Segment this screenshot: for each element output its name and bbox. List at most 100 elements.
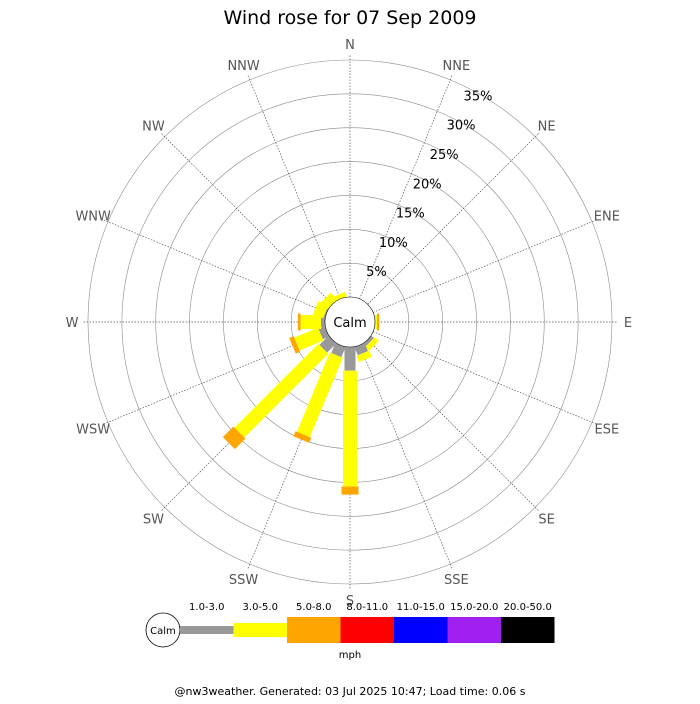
ring-label-5: 25% [430,148,459,163]
bar-s-bin-3 [341,486,359,495]
legend-swatch-4 [340,617,394,643]
bar-segment-se-1 [363,335,374,346]
ring-labels: 5% 10% 15% 20% 25% 30% 35% [366,89,492,280]
bar-segment-s-2 [343,370,357,487]
spoke-se [367,339,540,512]
legend-unit-label: mph [339,650,361,661]
bar-wsw-bin-3 [289,336,301,354]
bar-segment-ssw-2 [296,352,343,438]
calm-circle [324,296,376,348]
direction-label-nne: NNE [443,59,471,74]
bar-segment-ssw-1 [331,342,346,358]
ring-label-1: 5% [366,265,387,280]
bar-wsw-bin-2 [294,327,324,351]
bar-segment-sse-1 [354,342,369,356]
spoke-nnw [247,75,341,300]
legend-range-6: 15.0-20.0 [450,602,498,613]
bar-s-bin-2 [343,370,357,487]
bar-nnw-bin-2 [332,291,347,302]
legend-swatch-2 [233,623,287,637]
direction-label-e: E [624,316,632,331]
bar-segment-wnw-1 [323,306,330,318]
direction-label-s: S [346,594,354,609]
bar-se-bin-1 [363,335,374,346]
direction-label-nnw: NNW [227,59,259,74]
legend-range-1: 1.0-3.0 [189,602,224,613]
ring-label-4: 20% [413,177,442,192]
legend-range-7: 20.0-50.0 [504,602,552,613]
spoke-nne [359,75,453,300]
bar-segment-w-2 [300,315,321,329]
bar-segment-sw-1 [319,335,337,353]
spoke-sse [359,344,453,569]
legend-swatch-1 [180,626,234,634]
legend-range-5: 11.0-15.0 [397,602,445,613]
bar-segment-wsw-1 [318,326,330,340]
spoke-ene [372,219,597,313]
calm-center: Calm [324,296,376,348]
bar-sse-bin-1 [354,342,369,356]
bar-ssw-bin-2 [296,352,343,438]
bar-segment-se-2 [365,337,379,351]
bar-e-bin-3 [377,313,380,331]
bar-w-bin-1 [320,316,326,328]
legend-calm-label: Calm [150,626,176,637]
bar-sw-bin-1 [319,335,337,353]
direction-label-wnw: WNW [75,210,111,225]
bar-segment-w-1 [320,316,326,328]
ring-label-6: 30% [447,119,476,134]
bar-w-bin-3 [297,313,301,331]
legend-swatch-6 [447,617,501,643]
bar-sw-bin-2 [234,343,329,438]
direction-label-nw: NW [142,119,165,134]
spoke-nw [160,132,333,305]
calm-label: Calm [333,316,366,331]
direction-label-sw: SW [143,513,164,528]
bar-wnw-bin-1 [323,306,330,318]
bar-segment-sw-2 [234,343,329,438]
bar-ssw-bin-1 [331,342,346,358]
bar-segment-e-2 [375,315,378,329]
ring-label-7: 35% [464,89,493,104]
bar-w-bin-2 [300,315,321,329]
legend-swatch-3 [287,617,341,643]
grid-ring-6 [121,93,579,551]
speed-legend: Calm 1.0-3.0 3.0-5.0 5.0-8.0 8.0-11.0 11.0-1… [145,602,555,661]
bar-sse-bin-2 [356,350,372,363]
spoke-wnw [103,219,328,313]
legend-range-3: 5.0-8.0 [296,602,331,613]
bar-wsw-bin-1 [318,326,330,340]
ring-label-3: 15% [396,207,425,222]
legend-range-4: 8.0-11.0 [346,602,388,613]
bar-se-bin-2 [365,337,379,351]
direction-label-n: N [345,38,355,53]
wind-rose-bars [222,291,380,495]
bar-segment-w-3 [297,313,301,331]
direction-label-sse: SSE [444,573,469,588]
legend-swatch-7 [501,617,555,643]
direction-label-ese: ESE [594,422,619,437]
footer-text: @nw3weather. Generated: 03 Jul 2025 10:4… [175,685,526,698]
direction-labels: N NNE NE ENE E ESE SE SSE S SSW SW WSW W WNW NW NNW [66,38,633,609]
bar-segment-wsw-3 [289,336,301,354]
spoke-ne [367,132,540,305]
legend-swatches: 1.0-3.0 3.0-5.0 5.0-8.0 8.0-11.0 11.0-15.0 15… [180,602,555,643]
bar-segment-e-3 [377,313,380,331]
legend-range-2: 3.0-5.0 [243,602,278,613]
direction-label-ene: ENE [594,210,620,225]
bar-segment-sw-3 [222,426,246,450]
chart-title: Wind rose for 07 Sep 2009 [223,7,476,29]
spoke-wsw [103,331,328,425]
bar-segment-wsw-2 [294,327,324,351]
bar-e-bin-2 [375,315,378,329]
direction-label-ssw: SSW [229,573,259,588]
bar-s-bin-1 [344,347,356,371]
bar-segment-s-3 [341,486,359,495]
spoke-ese [372,331,597,425]
direction-label-w: W [66,316,79,331]
direction-label-ne: NE [538,119,556,134]
bar-segment-ssw-3 [293,431,312,443]
bar-segment-sse-2 [356,350,372,363]
